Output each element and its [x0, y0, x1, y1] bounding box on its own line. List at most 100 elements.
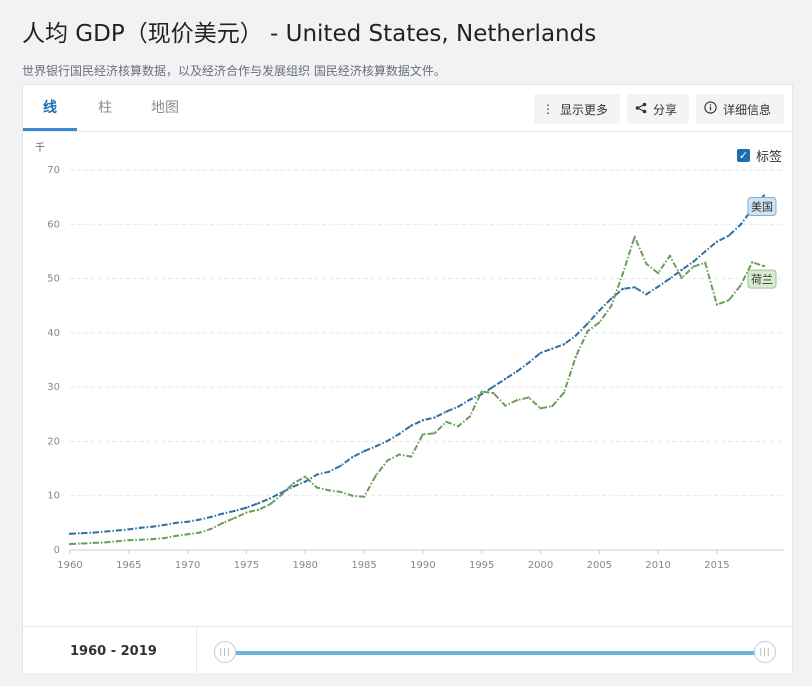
slider-start-handle[interactable]: ||| — [214, 641, 236, 663]
data-point — [492, 392, 495, 395]
x-tick-label: 2000 — [528, 560, 553, 571]
data-point — [339, 464, 342, 467]
data-point — [245, 506, 248, 509]
data-point — [657, 272, 660, 275]
data-point — [139, 538, 142, 541]
data-point — [386, 459, 389, 462]
y-tick-label: 20 — [47, 436, 60, 447]
data-point — [362, 450, 366, 453]
data-point — [362, 495, 366, 498]
data-point — [668, 277, 671, 280]
data-point — [104, 530, 107, 533]
data-point — [315, 486, 319, 489]
slider-end-handle[interactable]: ||| — [754, 641, 776, 663]
data-point — [398, 453, 401, 456]
data-point — [127, 528, 130, 531]
data-point — [727, 234, 730, 237]
show-more-label: 显示更多 — [560, 102, 609, 117]
tab-map[interactable]: 地图 — [151, 100, 179, 116]
data-point — [268, 503, 272, 506]
show-more-button[interactable]: ⋮ 显示更多 — [534, 94, 620, 124]
line-chart: 千 0 10 20 30 40 50 60 70 1960 1965 1970 1975 1980 19… — [35, 142, 784, 571]
data-point — [539, 351, 542, 355]
data-point — [457, 425, 460, 428]
y-tick-label: 50 — [47, 274, 60, 285]
data-point — [410, 455, 413, 458]
share-button[interactable]: 分享 — [627, 94, 689, 124]
labels-toggle[interactable]: ✓ 标签 — [737, 146, 782, 165]
data-point — [574, 334, 577, 337]
data-point — [515, 399, 519, 402]
y-axis-unit-label: 千 — [35, 142, 45, 154]
data-point — [327, 489, 330, 492]
data-point — [233, 509, 236, 513]
share-icon — [635, 102, 647, 117]
data-point — [257, 502, 260, 505]
data-point — [704, 250, 707, 253]
x-tick-label: 2010 — [645, 560, 670, 571]
data-point — [174, 534, 177, 537]
data-point — [398, 432, 401, 435]
series-line-united-states — [69, 194, 765, 535]
vertical-dots-icon: ⋮ — [542, 102, 554, 116]
data-point — [527, 361, 530, 364]
active-tab-indicator — [23, 128, 77, 131]
data-point — [633, 235, 636, 238]
data-point — [527, 396, 530, 399]
data-point — [80, 542, 83, 545]
data-point — [668, 254, 671, 257]
data-point — [151, 538, 154, 541]
series-end-label: 美国 — [747, 197, 777, 217]
info-icon — [704, 101, 717, 117]
tab-bar[interactable]: 柱 — [98, 100, 112, 116]
data-point — [151, 525, 154, 528]
data-point — [115, 529, 119, 532]
data-point — [186, 520, 189, 523]
data-point — [221, 521, 225, 524]
data-point — [92, 531, 95, 534]
data-point — [586, 322, 589, 325]
tab-line[interactable]: 线 — [43, 100, 57, 116]
y-tick-label: 60 — [47, 219, 60, 230]
y-tick-label: 70 — [47, 165, 60, 176]
data-point — [551, 347, 554, 350]
data-point — [574, 355, 577, 358]
data-point — [551, 405, 554, 408]
data-point — [186, 533, 189, 536]
data-point — [433, 416, 436, 419]
data-point — [104, 541, 107, 544]
data-point — [268, 497, 272, 500]
series-name-label: 美国 — [751, 201, 773, 214]
footer-divider — [196, 627, 197, 673]
data-point — [727, 299, 730, 302]
data-point — [233, 516, 236, 520]
data-point — [457, 405, 460, 408]
data-point — [751, 261, 754, 264]
data-point — [139, 526, 142, 529]
data-point — [692, 260, 695, 263]
data-point — [715, 240, 719, 243]
data-point — [210, 515, 213, 518]
checkbox-checked-icon[interactable]: ✓ — [737, 149, 750, 162]
data-point — [633, 286, 636, 289]
data-point — [657, 285, 660, 288]
data-point — [645, 262, 648, 266]
x-tick-label: 1995 — [469, 560, 494, 571]
data-point — [504, 404, 507, 407]
x-tick-label: 1985 — [351, 560, 376, 571]
time-range-bar: 1960 - 2019 ||| ||| — [23, 626, 792, 673]
year-range-label: 1960 - 2019 — [70, 644, 157, 659]
data-point — [198, 518, 201, 521]
labels-toggle-label: 标签 — [756, 150, 783, 165]
data-point — [292, 482, 295, 485]
data-point — [680, 276, 683, 280]
data-point — [80, 532, 83, 535]
data-point — [292, 485, 295, 488]
data-point — [198, 531, 201, 534]
data-point — [304, 475, 307, 478]
data-point — [468, 415, 472, 418]
data-point — [586, 330, 589, 333]
year-range-slider[interactable] — [225, 651, 765, 655]
data-point — [539, 407, 542, 410]
details-button[interactable]: 详细信息 — [696, 94, 784, 124]
